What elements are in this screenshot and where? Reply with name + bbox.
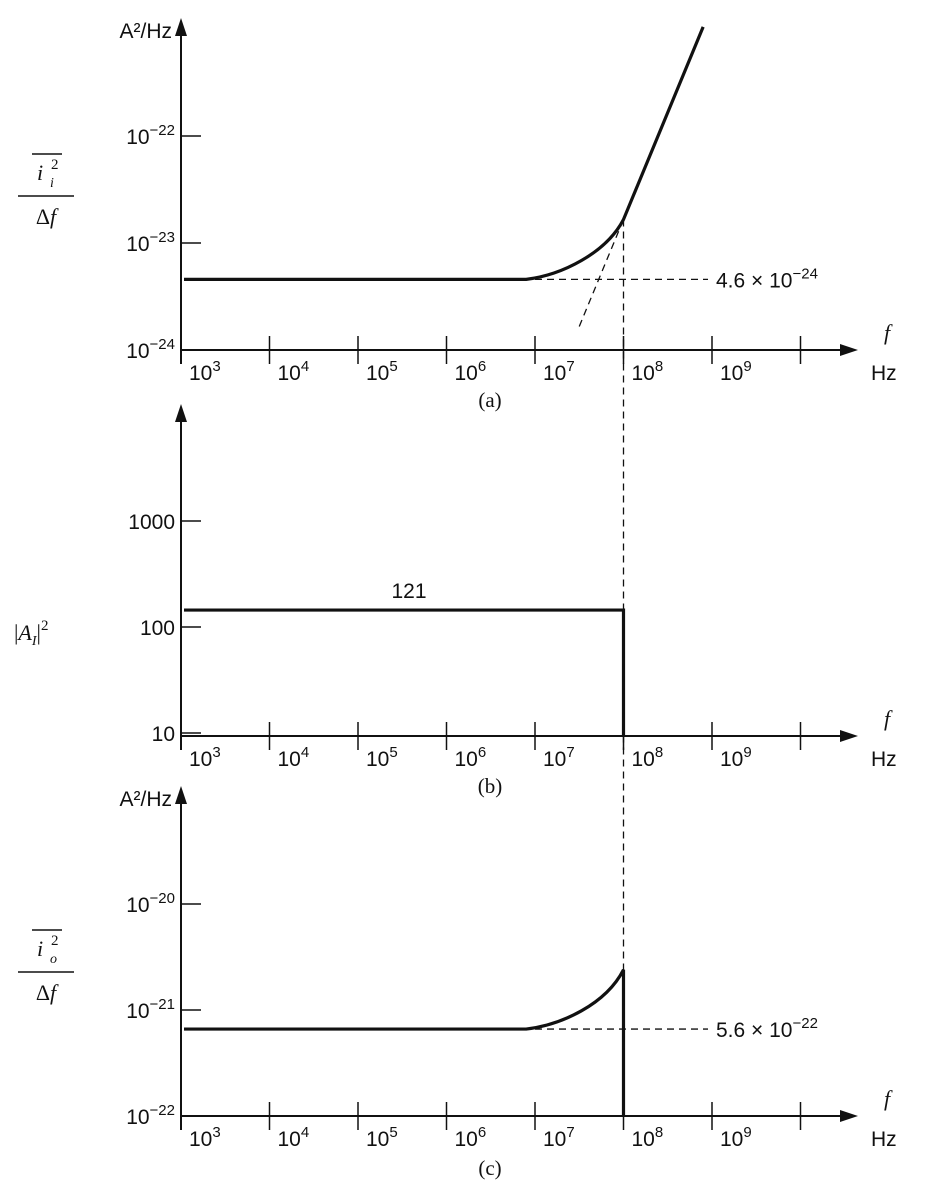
x-tick-label: 106: [455, 744, 487, 771]
x-tick-label: 105: [366, 744, 398, 771]
x-symbol-label: f: [884, 1086, 893, 1111]
x-axis-arrow-icon: [840, 344, 858, 356]
x-symbol-label: f: [884, 706, 893, 731]
annotation-label: 5.6 × 10−22: [716, 1015, 818, 1042]
x-tick-label: 109: [720, 1124, 752, 1151]
y-label-sub: o: [50, 952, 57, 967]
y-tick-label: 100: [140, 617, 175, 640]
y-tick-label: 10−23: [126, 229, 175, 256]
x-tick-label: 105: [366, 1124, 398, 1151]
y-axis-label: i 2oΔfi_o² / Δf: [18, 929, 74, 1005]
panel-caption: (c): [478, 1156, 501, 1180]
x-tick-label: 106: [455, 1124, 487, 1151]
y-axis-arrow-icon: [175, 18, 187, 36]
x-tick-label: 107: [543, 1124, 575, 1151]
series-line: [184, 968, 626, 1116]
panel-caption: (a): [478, 388, 501, 412]
x-tick-label: 108: [632, 358, 664, 385]
series-line: [184, 608, 626, 736]
y-tick-label: 10: [152, 723, 175, 746]
x-axis-arrow-icon: [840, 730, 858, 742]
x-tick-label: 108: [632, 744, 664, 771]
y-label-denominator: Δf: [36, 204, 59, 229]
x-tick-label: 109: [720, 358, 752, 385]
y-tick-label: 10−22: [126, 1102, 175, 1129]
x-unit-label: Hz: [871, 1128, 897, 1151]
panel-b: 103 104 105 106 107 108 109 f Hz 10 100 1000 121 (b): [128, 404, 897, 798]
y-tick-label: 10−24: [126, 336, 175, 363]
panel-caption: (b): [478, 774, 503, 798]
y-label-numerator: i: [37, 160, 43, 185]
y-label-exp: 2: [51, 157, 59, 173]
x-tick-label: 107: [543, 358, 575, 385]
y-tick-label: 10−22: [126, 122, 175, 149]
x-tick-label: 104: [278, 1124, 310, 1151]
series-line: [184, 26, 705, 281]
x-tick-label: 104: [278, 358, 310, 385]
x-axis-arrow-icon: [840, 1110, 858, 1122]
x-tick-label: 104: [278, 744, 310, 771]
x-tick-label: 106: [455, 358, 487, 385]
x-tick-label: 109: [720, 744, 752, 771]
y-label-denominator: Δf: [36, 980, 59, 1005]
y-tick-label: 10−21: [126, 996, 175, 1023]
y-label-exp: 2: [51, 933, 59, 949]
y-tick-label: 1000: [128, 511, 175, 534]
y-unit-label: A²/Hz: [120, 20, 173, 43]
y-axis-label: |AI|2|A_I|²: [14, 618, 48, 649]
y-label-numerator: i: [37, 936, 43, 961]
y-axis-arrow-icon: [175, 786, 187, 804]
asymptote-line: [578, 219, 625, 327]
annotation-label: 121: [391, 580, 426, 603]
y-label-sub: i: [50, 176, 54, 191]
x-symbol-label: f: [884, 320, 893, 345]
y-label-gain: |AI|2: [14, 618, 48, 649]
x-tick-label: 103: [189, 744, 221, 771]
panel-c: 103 104 105 106 107 108 109 f Hz 10−22 10−21 10−20 A…: [120, 786, 897, 1180]
y-tick-label: 10−20: [126, 890, 175, 917]
x-tick-label: 103: [189, 1124, 221, 1151]
annotation-label: 4.6 × 10−24: [716, 265, 818, 292]
x-tick-label: 108: [632, 1124, 664, 1151]
y-unit-label: A²/Hz: [120, 788, 173, 811]
y-axis-arrow-icon: [175, 404, 187, 422]
x-tick-label: 107: [543, 744, 575, 771]
x-unit-label: Hz: [871, 748, 897, 771]
x-tick-label: 103: [189, 358, 221, 385]
x-unit-label: Hz: [871, 362, 897, 385]
panel-a: 103 104 105 106 107 108 109 f Hz 10−24 10−23 10−22 A…: [120, 18, 897, 412]
x-tick-label: 105: [366, 358, 398, 385]
